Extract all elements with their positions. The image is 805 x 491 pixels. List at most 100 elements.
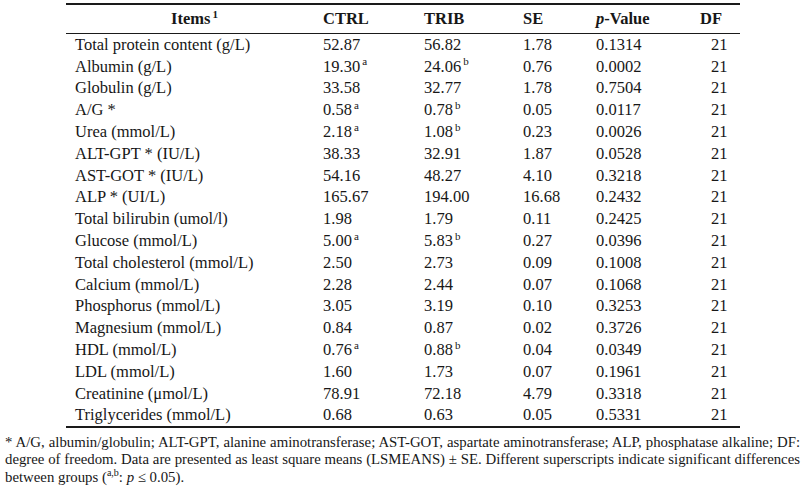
value-cell-se: 0.09 (523, 252, 596, 274)
value-cell-p: 0.7504 (596, 78, 700, 100)
value-cell-ctrl: 165.67 (323, 187, 424, 209)
value-cell-df: 21 (700, 274, 740, 296)
value-cell-trib: 3.19 (424, 296, 523, 318)
value-cell-se: 4.79 (523, 383, 596, 405)
value-cell-df: 21 (700, 405, 740, 428)
value-cell-trib: 24.06b (424, 56, 523, 78)
footnote-segment: : (119, 469, 127, 485)
footnote-segment: ≤ 0.05). (134, 469, 184, 485)
table-row: Phosphorus (mmol/L)3.053.190.100.325321 (66, 296, 740, 318)
value-cell-p: 0.0002 (596, 56, 700, 78)
value-cell-ctrl: 0.68 (323, 405, 424, 428)
value-cell-df: 21 (700, 99, 740, 121)
table-row: Calcium (mmol/L)2.282.440.070.106821 (66, 274, 740, 296)
table-body: Total protein content (g/L)52.8756.821.7… (66, 34, 740, 428)
value-cell-df: 21 (700, 317, 740, 339)
item-cell: LDL (mmol/L) (66, 361, 323, 383)
value-cell-trib: 48.27 (424, 165, 523, 187)
item-cell: Albumin (g/L) (66, 56, 323, 78)
value-cell-p: 0.3318 (596, 383, 700, 405)
value-cell-df: 21 (700, 121, 740, 143)
value-cell-p: 0.0528 (596, 143, 700, 165)
column-header-ctrl: CTRL (323, 4, 424, 34)
value-cell-trib: 1.73 (424, 361, 523, 383)
value-cell-trib: 2.44 (424, 274, 523, 296)
table-row: AST-GOT * (IU/L)54.1648.274.100.321821 (66, 165, 740, 187)
value-cell-df: 21 (700, 56, 740, 78)
table-row: HDL (mmol/L)0.76a0.88b0.040.034921 (66, 339, 740, 361)
value-cell-trib: 0.87 (424, 317, 523, 339)
significance-superscript: b (455, 99, 461, 111)
value-cell-ctrl: 5.00a (323, 230, 424, 252)
table-header: Items1CTRLTRIBSEp-ValueDF (66, 4, 740, 34)
value-cell-ctrl: 19.30a (323, 56, 424, 78)
value-cell-se: 1.78 (523, 34, 596, 56)
value-cell-trib: 56.82 (424, 34, 523, 56)
significance-superscript: a (354, 339, 359, 351)
table-row: Creatinine (μmol/L)78.9172.184.790.33182… (66, 383, 740, 405)
value-cell-ctrl: 0.76a (323, 339, 424, 361)
value-cell-ctrl: 52.87 (323, 34, 424, 56)
item-cell: Creatinine (μmol/L) (66, 383, 323, 405)
value-cell-df: 21 (700, 187, 740, 209)
value-cell-trib: 0.88b (424, 339, 523, 361)
item-cell: AST-GOT * (IU/L) (66, 165, 323, 187)
significance-superscript: a (354, 99, 359, 111)
item-cell: A/G * (66, 99, 323, 121)
column-header-trib: TRIB (424, 4, 523, 34)
item-cell: Glucose (mmol/L) (66, 230, 323, 252)
value-cell-se: 4.10 (523, 165, 596, 187)
value-cell-df: 21 (700, 383, 740, 405)
table-row: Albumin (g/L)19.30a24.06b0.760.000221 (66, 56, 740, 78)
value-cell-p: 0.1961 (596, 361, 700, 383)
value-cell-ctrl: 2.28 (323, 274, 424, 296)
value-cell-ctrl: 33.58 (323, 78, 424, 100)
item-cell: Triglycerides (mmol/L) (66, 405, 323, 428)
value-cell-df: 21 (700, 165, 740, 187)
value-cell-ctrl: 38.33 (323, 143, 424, 165)
header-row: Items1CTRLTRIBSEp-ValueDF (66, 4, 740, 34)
significance-superscript: b (455, 339, 461, 351)
value-cell-se: 0.04 (523, 339, 596, 361)
value-cell-se: 0.05 (523, 405, 596, 428)
value-cell-p: 0.0117 (596, 99, 700, 121)
value-cell-se: 0.27 (523, 230, 596, 252)
value-cell-p: 0.0396 (596, 230, 700, 252)
value-cell-p: 0.1008 (596, 252, 700, 274)
value-cell-se: 0.76 (523, 56, 596, 78)
value-cell-df: 21 (700, 34, 740, 56)
value-cell-se: 0.07 (523, 361, 596, 383)
item-cell: Magnesium (mmol/L) (66, 317, 323, 339)
header-superscript: 1 (212, 8, 218, 20)
value-cell-trib: 32.77 (424, 78, 523, 100)
table-row: Magnesium (mmol/L)0.840.870.020.372621 (66, 317, 740, 339)
table-row: Total cholesterol (mmol/L)2.502.730.090.… (66, 252, 740, 274)
value-cell-ctrl: 78.91 (323, 383, 424, 405)
item-cell: Total cholesterol (mmol/L) (66, 252, 323, 274)
value-cell-ctrl: 3.05 (323, 296, 424, 318)
value-cell-trib: 0.63 (424, 405, 523, 428)
table-row: Globulin (g/L)33.5832.771.780.750421 (66, 78, 740, 100)
table-row: Glucose (mmol/L)5.00a5.83b0.270.039621 (66, 230, 740, 252)
value-cell-se: 0.23 (523, 121, 596, 143)
value-cell-p: 0.0349 (596, 339, 700, 361)
value-cell-df: 21 (700, 208, 740, 230)
table-row: Triglycerides (mmol/L)0.680.630.050.5331… (66, 405, 740, 428)
value-cell-ctrl: 2.18a (323, 121, 424, 143)
value-cell-se: 1.78 (523, 78, 596, 100)
value-cell-se: 0.05 (523, 99, 596, 121)
item-cell: Phosphorus (mmol/L) (66, 296, 323, 318)
table-row: Total bilirubin (umol/l)1.981.790.110.24… (66, 208, 740, 230)
value-cell-df: 21 (700, 143, 740, 165)
significance-superscript: a (354, 230, 359, 242)
value-cell-p: 0.2425 (596, 208, 700, 230)
value-cell-df: 21 (700, 78, 740, 100)
value-cell-ctrl: 1.60 (323, 361, 424, 383)
significance-superscript: a (362, 55, 367, 67)
value-cell-df: 21 (700, 361, 740, 383)
table-row: A/G *0.58a0.78b0.050.011721 (66, 99, 740, 121)
item-cell: Total protein content (g/L) (66, 34, 323, 56)
value-cell-trib: 194.00 (424, 187, 523, 209)
item-cell: Calcium (mmol/L) (66, 274, 323, 296)
value-cell-p: 0.3218 (596, 165, 700, 187)
